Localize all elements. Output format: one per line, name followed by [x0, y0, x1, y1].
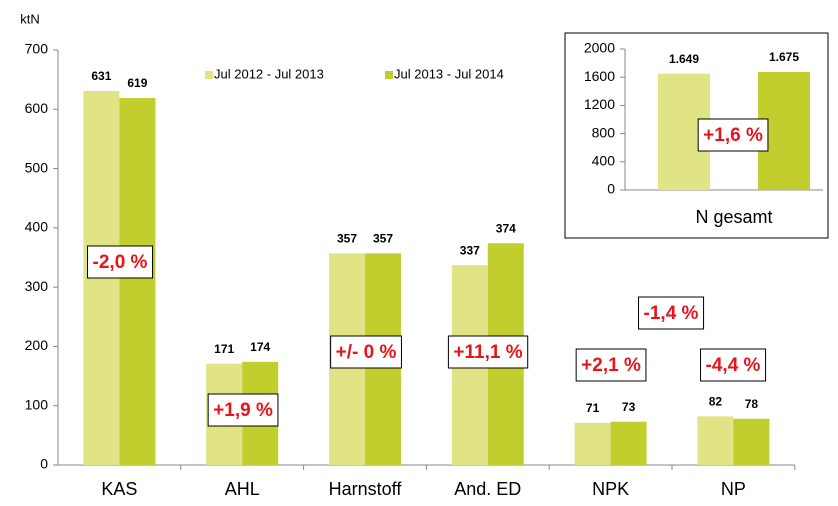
- x-tick-label: Harnstoff: [329, 479, 403, 499]
- y-tick-label: 0: [40, 456, 48, 472]
- y-tick-label: 100: [25, 396, 49, 412]
- value-label: 82: [709, 395, 723, 409]
- y-tick-label: 200: [25, 337, 49, 353]
- annotation-box: [330, 335, 402, 369]
- y-tick-label: 1200: [584, 96, 615, 112]
- y-tick-label: 700: [25, 41, 49, 57]
- bar: [697, 416, 734, 465]
- annotation-box: [575, 348, 647, 382]
- legend-swatch: [205, 71, 213, 79]
- value-label: 171: [214, 342, 234, 356]
- y-tick-label: 300: [25, 278, 49, 294]
- annotation-box: [638, 296, 705, 330]
- annotation-box: [207, 393, 279, 427]
- annotation: +2,1 %: [581, 355, 641, 376]
- value-label: 1.649: [669, 52, 699, 66]
- value-label: 73: [622, 400, 636, 414]
- value-label: 71: [586, 401, 600, 415]
- annotation-box: [447, 335, 529, 369]
- annotation-box: [700, 348, 767, 382]
- value-label: 337: [460, 243, 480, 257]
- annotation: +/- 0 %: [336, 342, 397, 363]
- value-label: 174: [250, 340, 270, 354]
- value-label: 78: [745, 397, 759, 411]
- bar: [733, 418, 770, 465]
- annotation-box: [87, 245, 154, 279]
- y-tick-label: 2000: [584, 40, 615, 56]
- x-tick-label: KAS: [101, 479, 137, 499]
- y-tick-label: 400: [25, 219, 49, 235]
- annotation: +11,1 %: [453, 342, 522, 363]
- annotation: -2,0 %: [93, 252, 148, 273]
- value-label: 631: [91, 69, 111, 83]
- y-tick-label: 800: [592, 124, 616, 140]
- value-label: 619: [127, 76, 147, 90]
- y-tick-label: 400: [592, 153, 616, 169]
- y-tick-label: 1600: [584, 68, 615, 84]
- x-tick-label: NP: [721, 479, 746, 499]
- annotation: +1,6 %: [703, 125, 763, 146]
- x-tick-label: AHL: [225, 479, 260, 499]
- bar: [119, 98, 156, 466]
- y-tick-label: 500: [25, 159, 49, 175]
- annotation: -1,4 %: [644, 303, 699, 324]
- value-label: 1.675: [769, 50, 799, 64]
- x-tick-label: And. ED: [454, 479, 521, 499]
- x-tick-label: NPK: [592, 479, 629, 499]
- value-label: 357: [373, 232, 393, 246]
- bar: [610, 421, 647, 465]
- annotation: -4,4 %: [706, 355, 761, 376]
- legend-swatch: [385, 71, 393, 79]
- annotation: +1,9 %: [213, 400, 273, 421]
- legend-label: Jul 2013 - Jul 2014: [394, 66, 504, 81]
- x-tick-label: N gesamt: [695, 207, 772, 227]
- annotation-box: [697, 118, 769, 152]
- legend-label: Jul 2012 - Jul 2013: [214, 66, 324, 81]
- y-axis-label: ktN: [20, 11, 40, 26]
- bar: [574, 422, 611, 465]
- y-tick-label: 0: [607, 181, 615, 197]
- value-label: 374: [496, 221, 516, 235]
- y-tick-label: 600: [25, 100, 49, 116]
- value-label: 357: [337, 232, 357, 246]
